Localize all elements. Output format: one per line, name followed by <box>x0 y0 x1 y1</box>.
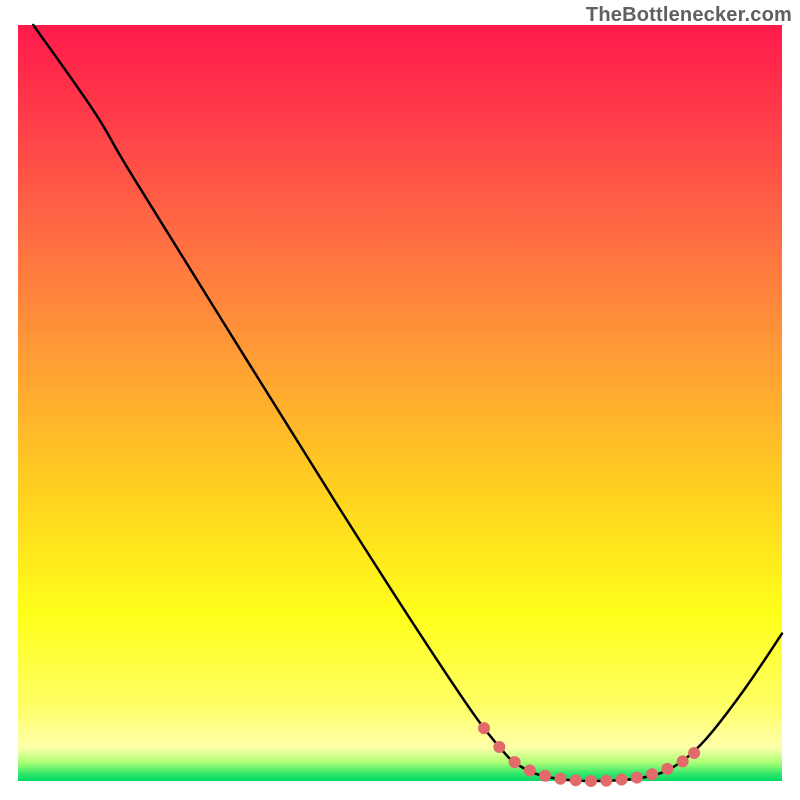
optimal-range-dot <box>524 764 536 776</box>
optimal-range-dot <box>539 770 551 782</box>
optimal-range-dot <box>478 722 490 734</box>
watermark-text: TheBottlenecker.com <box>586 4 792 27</box>
optimal-range-dot <box>631 772 643 784</box>
optimal-range-dot <box>646 768 658 780</box>
gradient-plot-area <box>18 25 782 781</box>
optimal-range-dot <box>677 755 689 767</box>
optimal-range-dot <box>493 741 505 753</box>
optimal-range-dot <box>570 774 582 786</box>
optimal-range-dot <box>661 763 673 775</box>
optimal-range-dot <box>688 747 700 759</box>
optimal-range-dot <box>585 775 597 787</box>
chart-container: { "watermark": { "text": "TheBottlenecke… <box>0 0 800 800</box>
optimal-range-dot <box>600 775 612 787</box>
optimal-range-dot <box>554 773 566 785</box>
bottleneck-chart <box>0 0 800 800</box>
optimal-range-dot <box>509 756 521 768</box>
optimal-range-dot <box>616 773 628 785</box>
